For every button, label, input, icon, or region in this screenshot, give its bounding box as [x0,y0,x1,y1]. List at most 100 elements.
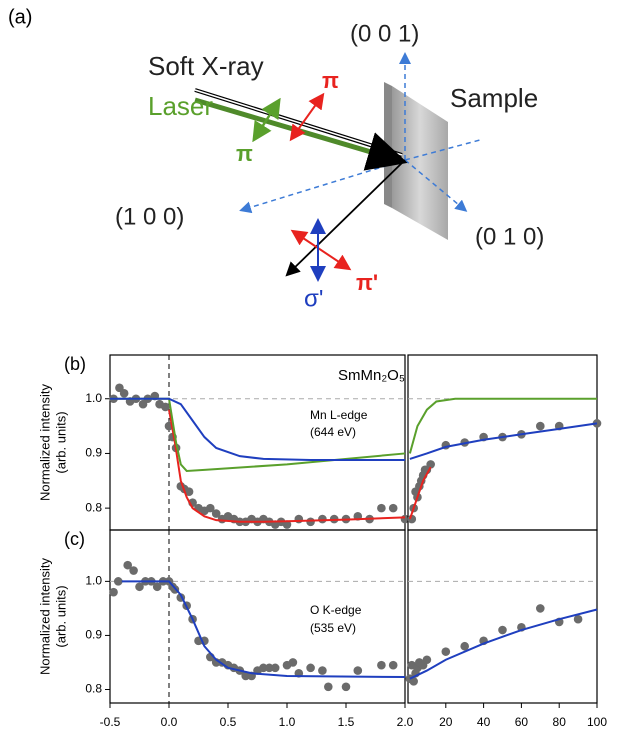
polarization-label: σ' [304,285,323,312]
data-point [341,682,351,692]
data-point [270,663,280,673]
fit-curve [110,397,406,472]
data-point [211,509,221,518]
x-tick-label: 20 [439,715,453,729]
data-point [206,503,215,513]
pi-arrow [252,97,281,143]
data-point [241,671,250,681]
data-point [498,625,507,635]
y-axis-label: Normalized intensity [37,383,52,501]
data-point [184,487,194,497]
plot-frame [407,354,598,531]
y-tick-label: 0.9 [85,628,102,642]
data-point [318,666,327,675]
data-point [460,641,470,651]
fit-curve [409,608,598,680]
data-point [536,604,545,613]
sample-label: Sample [450,83,538,113]
y-tick-label: 0.9 [85,446,102,460]
x-tick-label: 100 [587,715,607,729]
y-axis-label: (arb. units) [53,585,68,647]
sample-edge [384,82,392,208]
y-axis-label: (arb. units) [53,411,68,473]
data-point [409,677,418,686]
x-tick-label: 1.0 [279,715,296,729]
data-point [318,514,327,524]
panel-label: (a) [8,6,32,28]
data-point [152,582,162,592]
x-tick-label: 1.5 [338,715,355,729]
xray-beam-inner [194,89,403,156]
annotation: SmMn₂O₅ [338,367,405,384]
polarization-label: π' [356,270,378,295]
data-point [306,663,315,673]
data-point [388,503,398,513]
axis-extension [404,139,481,161]
data-point [161,402,170,412]
data-point [113,577,123,586]
data-point [294,514,304,524]
data-point [353,666,363,675]
data-point [592,419,602,428]
x-tick-label: 2.0 [397,715,414,729]
axis-label: (0 0 1) [350,20,419,47]
y-axis-label: Normalized intensity [37,557,52,675]
data-point [441,647,451,656]
x-tick-label: 60 [515,715,529,729]
fit-curve [168,409,406,523]
fit-curve [409,422,598,460]
fit-curve [408,397,597,454]
data-point [377,660,386,670]
annotation: (535 eV) [310,621,356,635]
panel-label: (b) [64,354,86,374]
data-point [282,520,292,529]
x-tick-label: 0.0 [161,715,178,729]
y-tick-label: 1.0 [85,391,102,405]
charts: 0.80.91.0(b)Normalized intensity (arb. un… [37,354,607,729]
y-tick-label: 1.0 [85,574,102,588]
data-point [129,566,138,575]
plot-frame [407,529,598,704]
fit-curve [408,466,432,520]
data-point [422,655,432,665]
x-tick-label: 0.5 [220,715,237,729]
data-point [377,503,386,513]
axis-label: (1 0 0) [115,203,184,230]
x-tick-label: 80 [553,715,567,729]
data-point [426,460,435,469]
data-point [265,663,274,673]
pi-arrow [289,92,325,142]
data-point [536,421,545,431]
data-point [119,388,129,398]
y-tick-label: 0.8 [85,682,102,696]
polarization-label: π [236,141,253,166]
data-point [259,663,268,673]
y-tick-label: 0.8 [85,500,102,514]
fit-curve [110,397,405,461]
axis-label: (0 1 0) [475,223,544,250]
data-point [135,582,144,592]
polarization-label: π [322,68,339,93]
pi-prime-arrow [290,229,352,271]
data-point [388,660,398,670]
panel-label: (c) [64,529,85,549]
beam-label: Laser [148,91,213,121]
fit-curve [121,580,406,679]
axis-010 [404,159,468,212]
data-point [109,587,118,597]
data-point [324,682,333,692]
plot-frame [109,529,406,704]
annotation: (644 eV) [310,425,356,439]
annotation: Mn L-edge [310,408,368,422]
diagram: (a) (0 0 1) Soft X-ray Laser π π Sample … [8,6,544,312]
beam-label: Soft X-ray [148,51,264,81]
data-point [123,560,132,570]
x-tick-label: 40 [477,715,491,729]
data-point [573,614,583,624]
sample-plate [392,86,448,240]
scattered-beam [285,159,406,277]
annotation: O K-edge [310,603,362,617]
data-point [306,517,315,527]
data-point [288,658,298,667]
